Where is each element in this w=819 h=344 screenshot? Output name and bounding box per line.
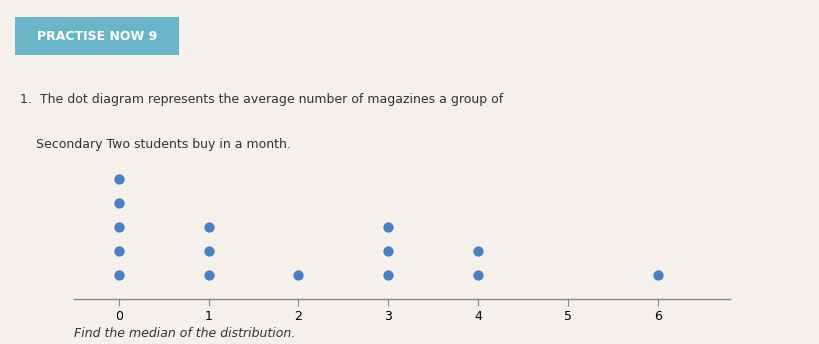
Point: [471, 272, 484, 278]
Point: [201, 224, 215, 230]
Point: [112, 176, 125, 182]
Text: Secondary Two students buy in a month.: Secondary Two students buy in a month.: [20, 138, 291, 151]
Point: [382, 248, 395, 254]
Text: PRACTISE NOW 9: PRACTISE NOW 9: [37, 30, 156, 43]
Point: [292, 272, 305, 278]
Point: [201, 248, 215, 254]
Point: [471, 248, 484, 254]
Point: [112, 200, 125, 206]
Point: [201, 272, 215, 278]
Text: Find the median of the distribution.: Find the median of the distribution.: [74, 327, 295, 340]
Point: [112, 272, 125, 278]
Point: [382, 272, 395, 278]
Point: [650, 272, 663, 278]
Point: [112, 224, 125, 230]
Text: 1.  The dot diagram represents the average number of magazines a group of: 1. The dot diagram represents the averag…: [20, 93, 503, 106]
Point: [112, 248, 125, 254]
Point: [382, 224, 395, 230]
